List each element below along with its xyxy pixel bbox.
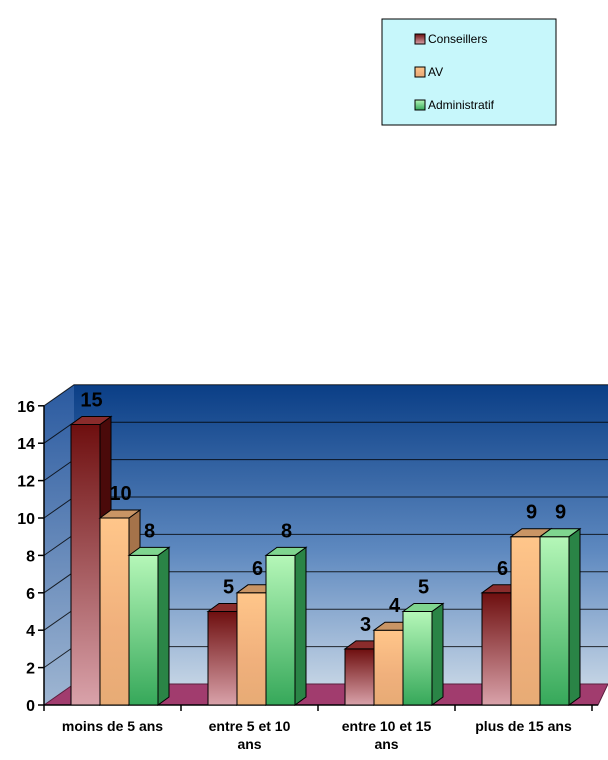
ytick-label-14: 14 — [17, 436, 35, 453]
gridline-16 — [43, 384, 608, 407]
data-label-av-3: 9 — [526, 502, 537, 524]
bar-top — [264, 546, 308, 556]
ytick-label-8: 8 — [26, 548, 35, 565]
bar-front — [344, 648, 375, 706]
bar-front — [539, 536, 570, 706]
bar-administratif-0 — [127, 546, 171, 706]
bar-front — [70, 424, 101, 706]
ytick-label-16: 16 — [17, 399, 35, 416]
legend-swatch-conseillers — [414, 33, 426, 45]
bar-administratif-3 — [538, 527, 582, 706]
category-label-line: ans — [374, 736, 398, 752]
bar-administratif-2 — [401, 602, 445, 706]
bar-top — [401, 603, 445, 612]
data-label-administratif-2: 5 — [418, 577, 429, 599]
ytick-label-2: 2 — [26, 661, 35, 678]
bar-administratif-1 — [264, 546, 308, 706]
bar-top — [69, 416, 113, 425]
bar-front — [207, 611, 238, 706]
data-label-conseillers-3: 6 — [497, 558, 508, 580]
ytick-label-10: 10 — [17, 511, 35, 528]
data-label-conseillers-2: 3 — [360, 614, 371, 636]
category-label-line: plus de 15 ans — [475, 718, 572, 734]
data-label-av-0: 10 — [109, 483, 131, 505]
legend-label-conseillers: Conseillers — [428, 32, 487, 46]
ytick-label-6: 6 — [26, 586, 35, 603]
bar-top — [538, 528, 582, 538]
legend-label-administratif: Administratif — [428, 98, 495, 112]
legend: Conseillers AV Administratif — [381, 18, 557, 126]
category-label-line: entre 5 et 10 — [209, 718, 291, 734]
bar-front — [128, 554, 159, 706]
ytick-label-4: 4 — [26, 623, 35, 640]
category-label-2: entre 10 et 15 ans — [342, 718, 432, 752]
legend-box — [381, 18, 557, 126]
legend-swatch-av — [414, 66, 426, 78]
data-label-av-1: 6 — [252, 558, 263, 580]
bar-front — [236, 592, 267, 706]
category-label-1: entre 5 et 10 ans — [209, 718, 291, 752]
bar-side — [157, 546, 170, 706]
data-label-administratif-0: 8 — [144, 520, 155, 542]
bar-front — [510, 536, 541, 706]
category-label-line: entre 10 et 15 — [342, 718, 432, 734]
bar-front — [402, 611, 433, 706]
bar-front — [265, 554, 296, 706]
data-label-av-2: 4 — [389, 595, 401, 617]
bar-front — [99, 517, 130, 706]
category-label-3: plus de 15 ans — [475, 718, 572, 734]
category-label-line: moins de 5 ans — [62, 718, 163, 734]
data-label-conseillers-0: 15 — [80, 390, 102, 412]
bars-group — [69, 415, 582, 706]
bar-front — [481, 592, 512, 706]
legend-swatch-administratif — [414, 99, 426, 111]
data-label-conseillers-1: 5 — [223, 577, 234, 599]
data-label-administratif-3: 9 — [555, 502, 566, 524]
bar-top — [127, 546, 171, 556]
data-label-administratif-1: 8 — [281, 520, 292, 542]
ytick-label-12: 12 — [17, 474, 35, 491]
category-label-0: moins de 5 ans — [62, 718, 163, 734]
legend-label-av: AV — [428, 65, 443, 79]
ytick-label-0: 0 — [26, 698, 35, 715]
bar-side — [431, 602, 444, 706]
bar-side — [294, 546, 307, 706]
bar-top — [98, 509, 142, 519]
bar-side — [568, 527, 581, 706]
bar-front — [373, 629, 404, 706]
category-label-line: ans — [237, 736, 261, 752]
